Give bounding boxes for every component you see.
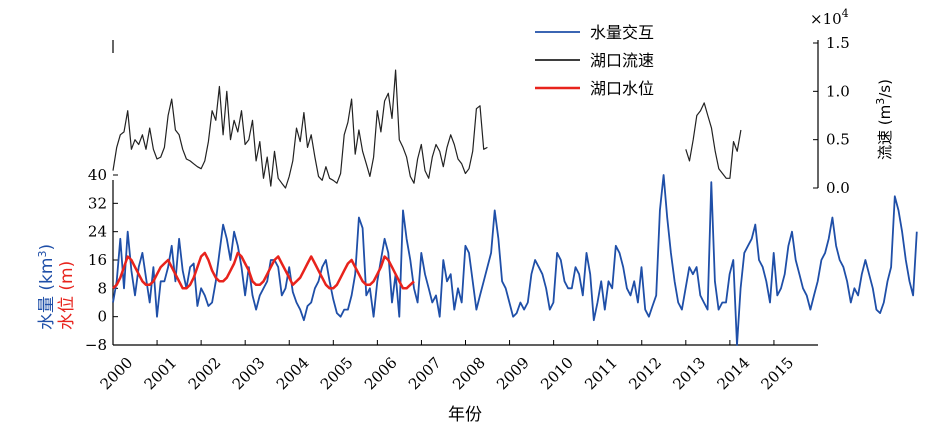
- x-tick-label: 2001: [141, 354, 181, 394]
- series-line-water-level: [112, 251, 415, 290]
- left-tick-label: 16: [88, 251, 107, 269]
- legend-label: 湖口水位: [590, 79, 654, 98]
- x-tick-label: 2004: [273, 354, 313, 394]
- series-layer: [112, 69, 918, 346]
- x-tick-label: 2008: [449, 354, 489, 394]
- series-line-flow-velocity: [112, 69, 488, 189]
- x-tick-label: 2012: [625, 354, 665, 394]
- x-tick-label: 2013: [669, 354, 709, 394]
- x-tick-label: 2014: [713, 354, 753, 394]
- right-tick-label: 1.0: [826, 82, 850, 100]
- x-tick-label: 2009: [493, 354, 533, 394]
- x-tick-label: 2002: [185, 354, 225, 394]
- left-tick-label: 24: [88, 223, 107, 241]
- x-tick-label: 2007: [405, 354, 445, 394]
- left-tick-label: 8: [97, 279, 107, 297]
- left-tick-label: 32: [88, 194, 107, 212]
- left-axis-ticks: 40 32 24 16 8 0 −8: [85, 166, 118, 354]
- x-tick-label: 2015: [758, 354, 798, 394]
- x-axis-label: 年份: [448, 405, 482, 425]
- x-tick-label: 2003: [229, 354, 269, 394]
- legend-label: 水量交互: [590, 23, 654, 42]
- right-tick-label: 0.0: [826, 179, 850, 197]
- right-axis-ticks: 0.0 0.5 1.0 1.5: [813, 34, 850, 197]
- x-axis-ticks: 2000 2001 2002 2003 2004 2005 2006 2007 2008 2009…: [97, 340, 798, 394]
- series-line-water-exchange: [112, 174, 918, 346]
- series-line-flow-velocity: [685, 102, 742, 179]
- x-tick-label: 2005: [317, 354, 357, 394]
- right-tick-label: 0.5: [826, 131, 850, 149]
- left-tick-label: −8: [85, 336, 107, 354]
- right-axis-multiplier: ×104: [810, 7, 849, 28]
- x-tick-label: 2011: [581, 354, 621, 394]
- legend-label: 湖口流速: [590, 51, 654, 70]
- right-tick-label: 1.5: [826, 34, 850, 52]
- left-axis-label-water-volume: 水量 (km3): [36, 244, 57, 330]
- x-tick-label: 2006: [361, 354, 401, 394]
- x-tick-label: 2000: [97, 354, 137, 394]
- left-tick-label: 0: [97, 308, 107, 326]
- x-tick-label: 2010: [537, 354, 577, 394]
- right-axis-label: 流速 (m3/s): [874, 79, 894, 160]
- left-axis-label-water-level: 水位 (m): [57, 261, 77, 330]
- left-tick-label: 40: [88, 166, 107, 184]
